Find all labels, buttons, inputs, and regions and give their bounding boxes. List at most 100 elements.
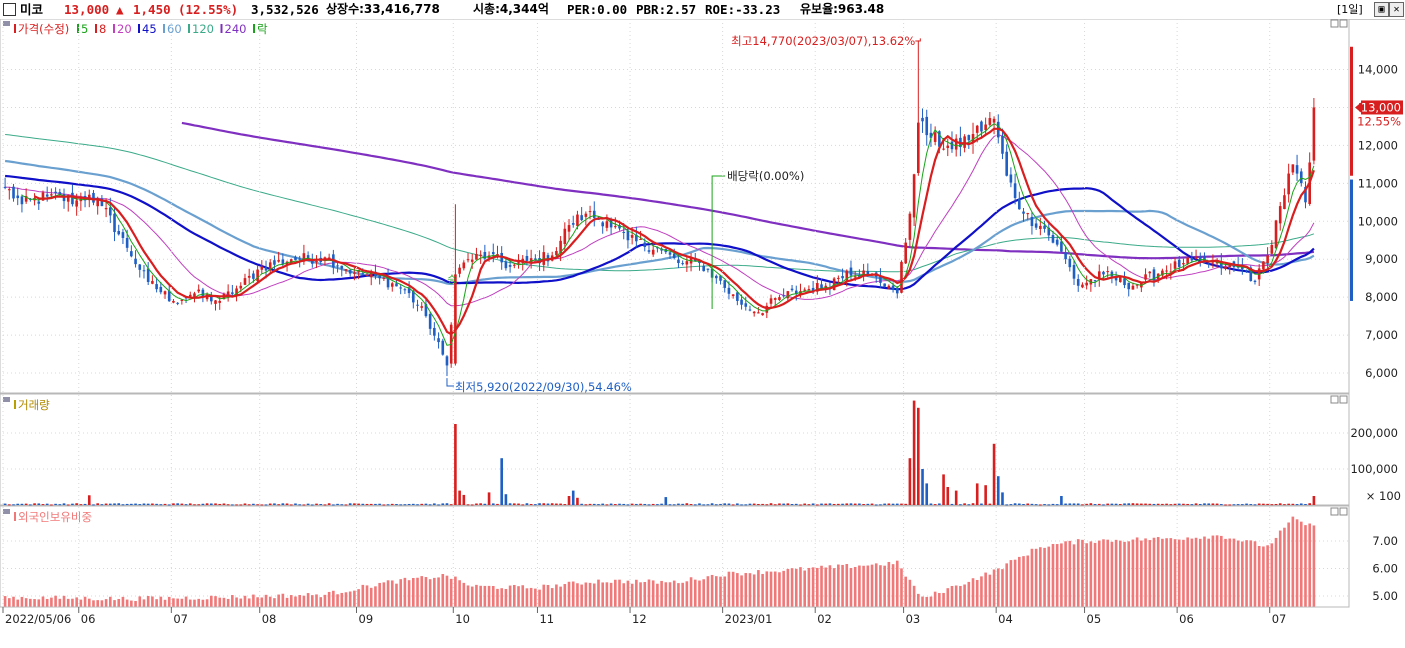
candle [1190, 251, 1194, 263]
foreign-ratio-bar [702, 579, 705, 607]
foreign-ratio-bar [609, 582, 613, 607]
foreign-ratio-bar [664, 582, 668, 607]
volume-bar [483, 503, 487, 505]
candle-body [912, 174, 916, 218]
quote-header: 미코 13,000 ▲ 1,450 (12.55%) 3,532,526 상장수… [0, 0, 1405, 20]
volume-bar [891, 503, 895, 505]
legend-swatch [220, 24, 223, 33]
candle-body [407, 287, 411, 294]
volume-bar [424, 503, 428, 505]
foreign-ratio-bar [698, 580, 701, 607]
volume-bar [1064, 503, 1067, 505]
foreign-tick-label: 7.00 [1372, 534, 1398, 548]
select-checkbox[interactable] [3, 3, 16, 16]
volume-bar [395, 504, 398, 506]
volume-bar [1241, 504, 1244, 506]
candle [458, 264, 461, 278]
candle [197, 284, 200, 294]
foreign-ratio-bar [959, 585, 962, 607]
foreign-ratio-bar [672, 580, 676, 607]
volume-bar [235, 504, 238, 506]
volume-bar [66, 504, 70, 506]
volume-bar [1186, 503, 1189, 505]
volume-bar [1228, 504, 1232, 506]
foreign-ratio-bar [845, 564, 849, 607]
candle-body [677, 259, 680, 264]
candle-body [668, 252, 672, 255]
foreign-ratio-bar [660, 580, 663, 607]
foreign-ratio-bar [344, 592, 348, 607]
candle-body [816, 283, 819, 292]
volume-bar [605, 504, 609, 506]
foreign-ratio-bar [1165, 538, 1168, 607]
volume-bar [491, 503, 495, 505]
foreign-ratio-pane: 5.00 6.00 7.00 외국인보유비중 [0, 505, 1398, 608]
foreign-ratio-bar [837, 564, 840, 607]
foreign-ratio-bar [1228, 538, 1232, 607]
volume-pane-frame [0, 393, 1350, 506]
foreign-ratio-bar [1194, 537, 1198, 607]
candle [1173, 257, 1177, 272]
candle [1068, 255, 1072, 272]
candle-body [685, 261, 689, 265]
foreign-ratio-bar [752, 574, 756, 607]
candle-body [1245, 270, 1248, 272]
pane-maximize-icon [1339, 507, 1348, 516]
candle [1055, 236, 1059, 247]
volume-bar [1182, 503, 1185, 505]
foreign-ratio-bar [681, 582, 684, 607]
candle-body [630, 235, 634, 238]
candle-body [16, 195, 20, 199]
foreign-ratio-bar [167, 596, 171, 607]
volume-bar [382, 504, 386, 506]
candle [782, 288, 785, 298]
volume-bar [222, 503, 226, 505]
foreign-ratio-bar [176, 598, 179, 607]
stock-name: 미코 [20, 2, 44, 17]
stock-chart[interactable]: 6,000 7,000 8,000 9,000 10,000 11,000 12,000 13… [0, 19, 1405, 648]
candle-body [1186, 257, 1189, 264]
candle-body [1270, 244, 1274, 254]
period-selector[interactable]: [1일] [1337, 3, 1363, 16]
candle-body [58, 192, 62, 195]
volume-bar [1131, 503, 1135, 505]
candle-body [841, 276, 844, 279]
candle [420, 302, 424, 311]
foreign-ratio-bar [744, 573, 748, 607]
ma20-line [5, 134, 1315, 307]
volume-bar [458, 490, 461, 505]
volume-bar [1039, 504, 1042, 506]
foreign-ratio-bar [146, 595, 150, 607]
candle-body [988, 118, 992, 125]
volume-bar [1245, 503, 1248, 505]
foreign-ratio-bar [1182, 539, 1185, 607]
volume-bar [971, 503, 975, 505]
candle-body [1177, 259, 1181, 267]
foreign-ratio-bar [929, 596, 933, 607]
candle [117, 224, 121, 236]
candle-body [226, 291, 230, 296]
volume-bar [988, 503, 992, 505]
candle [592, 201, 596, 227]
foreign-ratio-bar [1060, 543, 1063, 607]
foreign-ratio-bar [1018, 556, 1021, 607]
volume-bar [281, 503, 285, 505]
candle-body [260, 266, 264, 270]
volume-bar [984, 485, 987, 505]
legend-swatch [14, 400, 16, 409]
foreign-ratio-bar [816, 567, 819, 607]
volume-bar [647, 504, 651, 506]
pane-handle-icon [3, 509, 10, 514]
candle-body [757, 312, 760, 314]
foreign-ratio-bar [496, 588, 499, 607]
volume-bar [963, 503, 966, 505]
candle [752, 311, 756, 317]
candle-body [37, 201, 41, 204]
volume-bar [1278, 503, 1282, 505]
close-button[interactable]: ✕ [1389, 2, 1404, 17]
foreign-ratio-bar [870, 564, 874, 607]
volume-bar [563, 504, 567, 506]
restore-button[interactable]: ▣ [1374, 2, 1389, 17]
volume-bar [210, 503, 213, 505]
candle [407, 281, 411, 298]
